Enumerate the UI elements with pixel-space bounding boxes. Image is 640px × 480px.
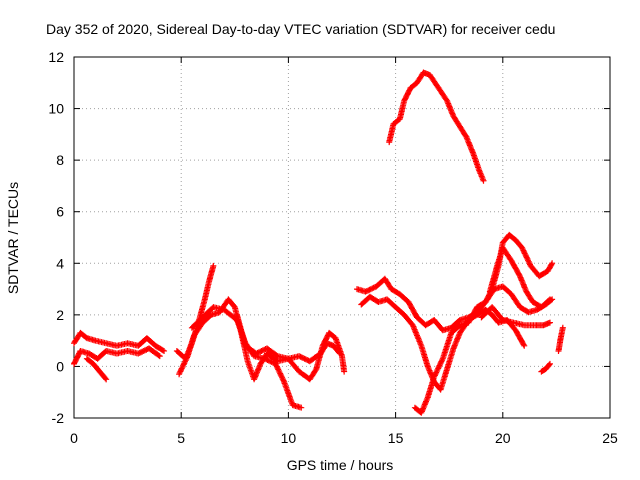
- x-axis-label: GPS time / hours: [287, 457, 394, 473]
- y-tick-label: 2: [56, 307, 64, 323]
- y-tick-label: 6: [56, 204, 64, 220]
- x-tick-label: 20: [495, 430, 511, 446]
- series-track-n: [538, 360, 553, 375]
- data-marks: [71, 69, 566, 416]
- series-track-g: [233, 311, 348, 383]
- x-tick-label: 10: [281, 430, 297, 446]
- x-tick-label: 25: [602, 430, 618, 446]
- x-tick-label: 15: [388, 430, 404, 446]
- y-tick-label: 12: [48, 49, 64, 65]
- chart-title: Day 352 of 2020, Sidereal Day-to-day VTE…: [46, 21, 555, 37]
- y-tick-label: 0: [56, 358, 64, 374]
- series-track-b: [71, 345, 163, 367]
- series-track-c: [83, 355, 110, 383]
- y-tick-label: 10: [48, 101, 64, 117]
- axis-ticks: 0 5 10 15 20 25 -2 0 2 4 6 8 10 12: [48, 49, 618, 446]
- y-tick-label: 8: [56, 152, 64, 168]
- series-track-l: [486, 244, 553, 311]
- plot-frame: [73, 56, 611, 419]
- series-track-o: [555, 324, 566, 354]
- y-tick-label: 4: [56, 255, 64, 271]
- series-track-a: [71, 329, 168, 354]
- y-axis-label: SDTVAR / TECUs: [5, 182, 21, 294]
- x-tick-label: 5: [177, 430, 185, 446]
- y-tick-label: -2: [52, 410, 65, 426]
- series-track-h: [386, 69, 487, 184]
- x-tick-label: 0: [70, 430, 78, 446]
- series-track-m: [478, 304, 553, 329]
